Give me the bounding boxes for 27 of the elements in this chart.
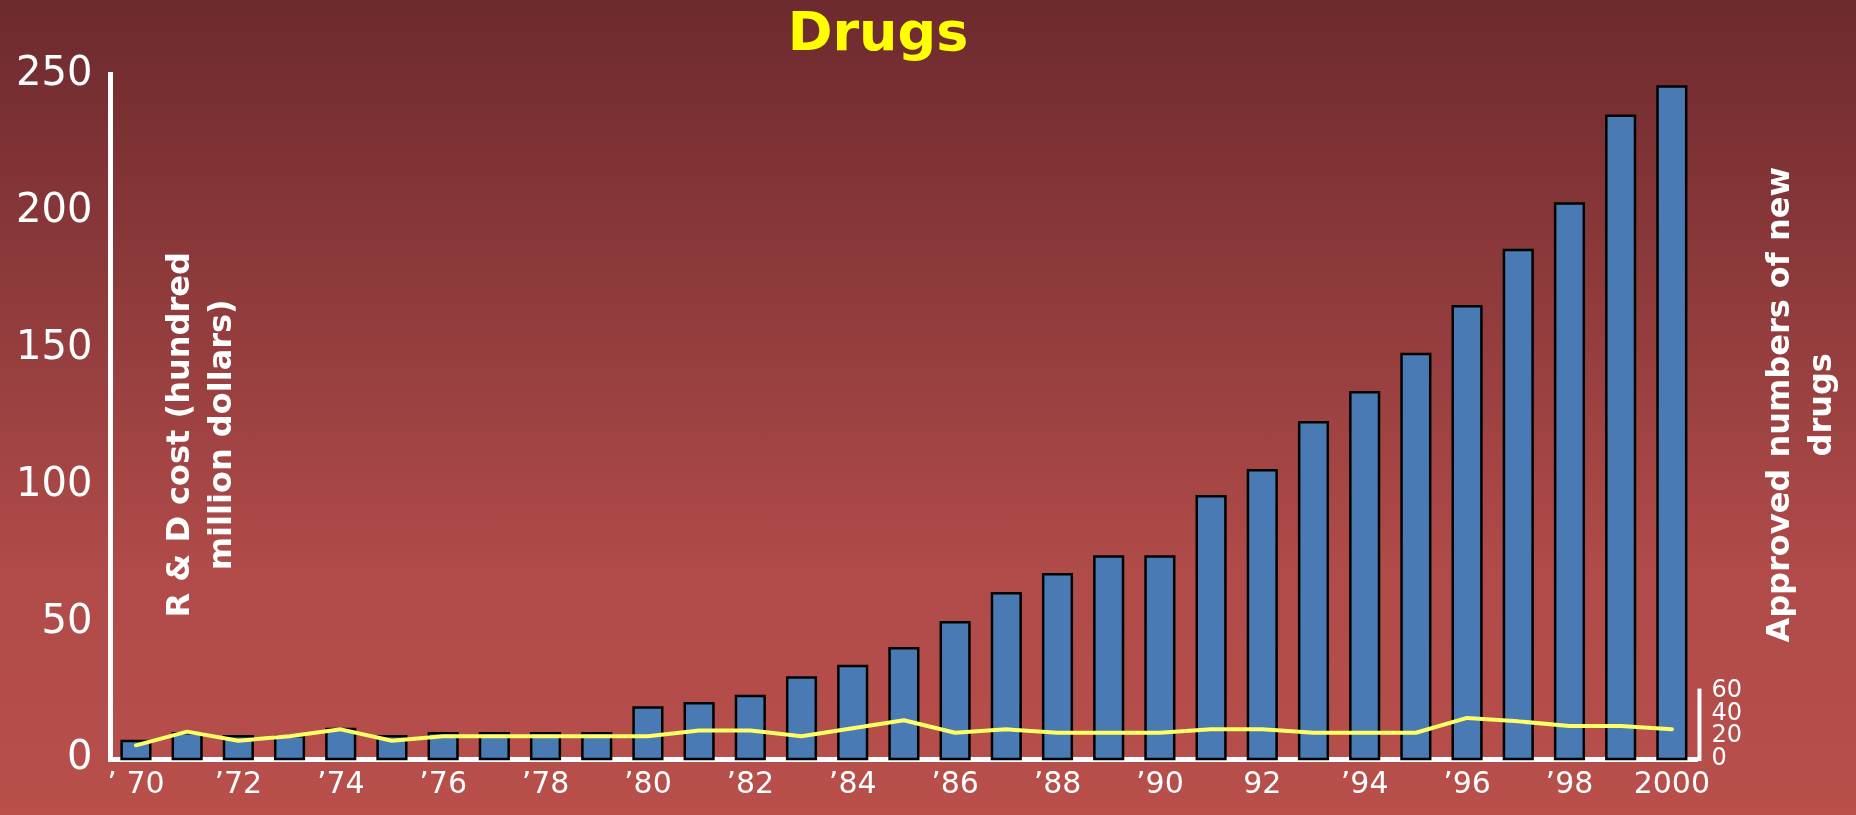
x-tick-label: ’98 — [1545, 764, 1594, 800]
x-tick-label: ’78 — [521, 764, 570, 800]
y-tick-label: 200 — [15, 185, 93, 232]
chart-title: Drugs — [787, 0, 969, 64]
x-tick-label: ’72 — [214, 764, 263, 800]
y-tick-label: 150 — [15, 321, 93, 368]
y-tick-label: 100 — [15, 458, 93, 505]
y2-tick-label: 0 — [1711, 743, 1727, 772]
x-tick-label: 2000 — [1633, 764, 1711, 800]
x-tick-label: ’76 — [419, 764, 467, 800]
x-tick-label: ’84 — [828, 764, 877, 800]
x-tick-label: ’90 — [1136, 764, 1184, 800]
y-axis-title: R & D cost (hundred million dollars) — [158, 252, 239, 618]
x-tick-label: ’74 — [316, 764, 365, 800]
y2-tick-label: 60 — [1711, 674, 1743, 703]
x-tick-label: ’94 — [1340, 764, 1389, 800]
x-tick-label: ’ 70 — [107, 764, 165, 800]
x-tick-label: ’86 — [931, 764, 979, 800]
y2-axis-title: Approved numbers of new drugs — [1759, 167, 1840, 643]
x-tick-label: 92 — [1243, 764, 1282, 800]
x-tick-label: ’88 — [1033, 764, 1082, 800]
x-tick-label: ’80 — [624, 764, 672, 800]
y-tick-label: 0 — [66, 732, 93, 779]
y-tick-label: 250 — [15, 48, 93, 95]
y-tick-label: 50 — [41, 595, 93, 642]
x-tick-label: ’82 — [726, 764, 775, 800]
x-tick-label: ’96 — [1443, 764, 1491, 800]
